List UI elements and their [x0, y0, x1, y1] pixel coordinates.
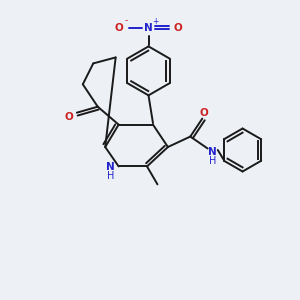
- Text: -: -: [124, 16, 128, 26]
- Text: N: N: [144, 22, 153, 33]
- Text: H: H: [107, 171, 114, 181]
- Text: H: H: [209, 156, 216, 166]
- Text: N: N: [208, 147, 217, 157]
- Text: +: +: [152, 16, 159, 26]
- Text: O: O: [174, 22, 183, 33]
- Text: O: O: [65, 112, 74, 122]
- Text: N: N: [106, 162, 115, 172]
- Text: O: O: [200, 108, 208, 118]
- Text: O: O: [114, 22, 123, 33]
